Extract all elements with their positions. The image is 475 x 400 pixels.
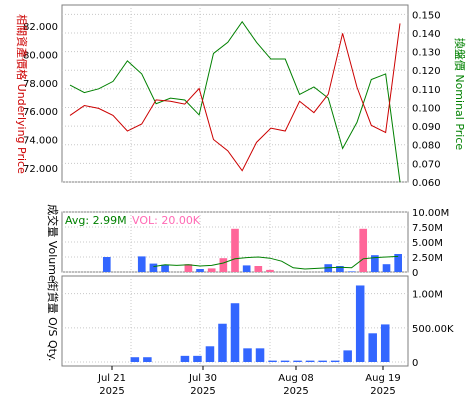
underlying-price-line: [69, 23, 401, 172]
os-bar: [305, 360, 315, 362]
volume-bar: [161, 264, 169, 272]
x-tick-label-date: Jul 30: [188, 373, 217, 384]
volume-bar: [184, 264, 193, 272]
os-bar: [380, 324, 390, 362]
os-bars: [130, 285, 390, 362]
right-tick-label: 0.060: [412, 178, 441, 189]
right-axis-title: 換盤價 Nominal Price: [453, 38, 467, 151]
volume-bar: [137, 256, 146, 272]
os-bar: [280, 360, 290, 362]
os-bar: [355, 285, 365, 362]
right-tick-label: 0.090: [412, 122, 441, 133]
x-tick-label-date: Jul 21: [97, 373, 126, 384]
x-tick-label-year: 2025: [99, 386, 124, 397]
os-tick-label: 0: [412, 358, 418, 369]
volume-bar: [231, 228, 239, 272]
right-tick-label: 0.100: [412, 103, 441, 114]
x-tick-label-year: 2025: [370, 386, 395, 397]
volume-bar: [196, 269, 204, 272]
os-bar: [368, 333, 377, 362]
right-tick-label: 0.080: [412, 141, 441, 152]
os-bar: [318, 360, 327, 362]
right-tick-label: 0.070: [412, 159, 441, 170]
volume-tick-label: 10.00M: [412, 208, 449, 219]
volume-grid: [62, 211, 408, 273]
os-axis-title: 街貨量 O/S Qty.: [46, 281, 60, 362]
right-tick-label: 0.130: [412, 48, 441, 59]
os-bar: [180, 355, 190, 362]
os-bar: [205, 346, 215, 362]
os-bar: [255, 348, 265, 362]
os-bar: [293, 360, 302, 362]
volume-bar: [347, 271, 356, 272]
os-panel-frame: [61, 275, 409, 367]
volume-bar: [266, 269, 274, 272]
os-bar: [193, 355, 202, 362]
volume-bar: [219, 258, 228, 272]
right-tick-label: 0.110: [412, 85, 441, 96]
os-bar: [130, 357, 140, 362]
right-axis-ticks: 0.060 0.070 0.080 0.090 0.100 0.110 0.120 0.130…: [412, 10, 441, 189]
volume-bar: [207, 268, 216, 272]
volume-tick-label: 5.00M: [412, 238, 443, 249]
os-bar: [143, 357, 152, 362]
left-tick-label: 76.000: [23, 107, 58, 118]
os-bar: [330, 360, 340, 362]
left-tick-label: 80.000: [23, 51, 58, 62]
volume-bar: [254, 266, 263, 272]
price-grid: [62, 5, 408, 183]
volume-average-line: [153, 255, 399, 270]
os-tick-label: 500.00K: [412, 324, 454, 335]
volume-tick-label: 2.50M: [412, 253, 443, 264]
avg-legend: Avg: 2.99M: [65, 214, 127, 227]
volume-bar: [394, 254, 402, 272]
right-tick-label: 0.140: [412, 29, 441, 40]
volume-bar: [382, 264, 391, 272]
nominal-price-line: [69, 20, 401, 183]
os-tick-label: 1.00M: [412, 290, 443, 301]
os-axis-ticks: 0 500.00K 1.00M: [412, 290, 454, 369]
volume-bar: [242, 265, 251, 272]
os-grid: [62, 276, 408, 366]
left-tick-label: 82.000: [23, 22, 58, 33]
left-axis-ticks: 72.000 74.000 76.000 78.000 80.000 82.000: [23, 22, 58, 175]
right-tick-label: 0.120: [412, 66, 441, 77]
vol-legend: VOL: 20.00K: [132, 214, 201, 227]
os-bar: [218, 323, 227, 362]
x-tick-label-date: Aug 08: [278, 373, 313, 384]
x-axis-labels: Jul 21 2025 Jul 30 2025 Aug 08 2025 Aug 19 2025: [97, 366, 401, 397]
x-tick-label-year: 2025: [283, 386, 308, 397]
left-tick-label: 78.000: [23, 79, 58, 90]
os-bar: [343, 350, 352, 362]
volume-axis-ticks: 0 2.50M 5.00M 7.50M 10.00M: [412, 208, 449, 279]
left-tick-label: 74.000: [23, 136, 58, 147]
volume-bars: [102, 228, 402, 272]
volume-axis-title: 成交量 Volume: [46, 204, 60, 282]
volume-bar: [371, 255, 379, 272]
price-panel-frame: [61, 4, 409, 183]
volume-tick-label: 7.50M: [412, 223, 443, 234]
volume-bar: [149, 263, 158, 272]
volume-bar: [102, 257, 111, 272]
volume-tick-label: 0: [412, 268, 418, 279]
volume-bar: [336, 266, 344, 272]
x-tick-label-date: Aug 19: [365, 373, 400, 384]
x-tick-label-year: 2025: [190, 386, 215, 397]
volume-bar: [359, 228, 368, 272]
right-tick-label: 0.150: [412, 10, 441, 21]
left-axis-title: 相關資產價格 Underlying Price: [15, 14, 29, 174]
os-bar: [230, 303, 240, 362]
os-bar: [268, 360, 277, 362]
os-bar: [243, 348, 252, 362]
left-tick-label: 72.000: [23, 164, 58, 175]
